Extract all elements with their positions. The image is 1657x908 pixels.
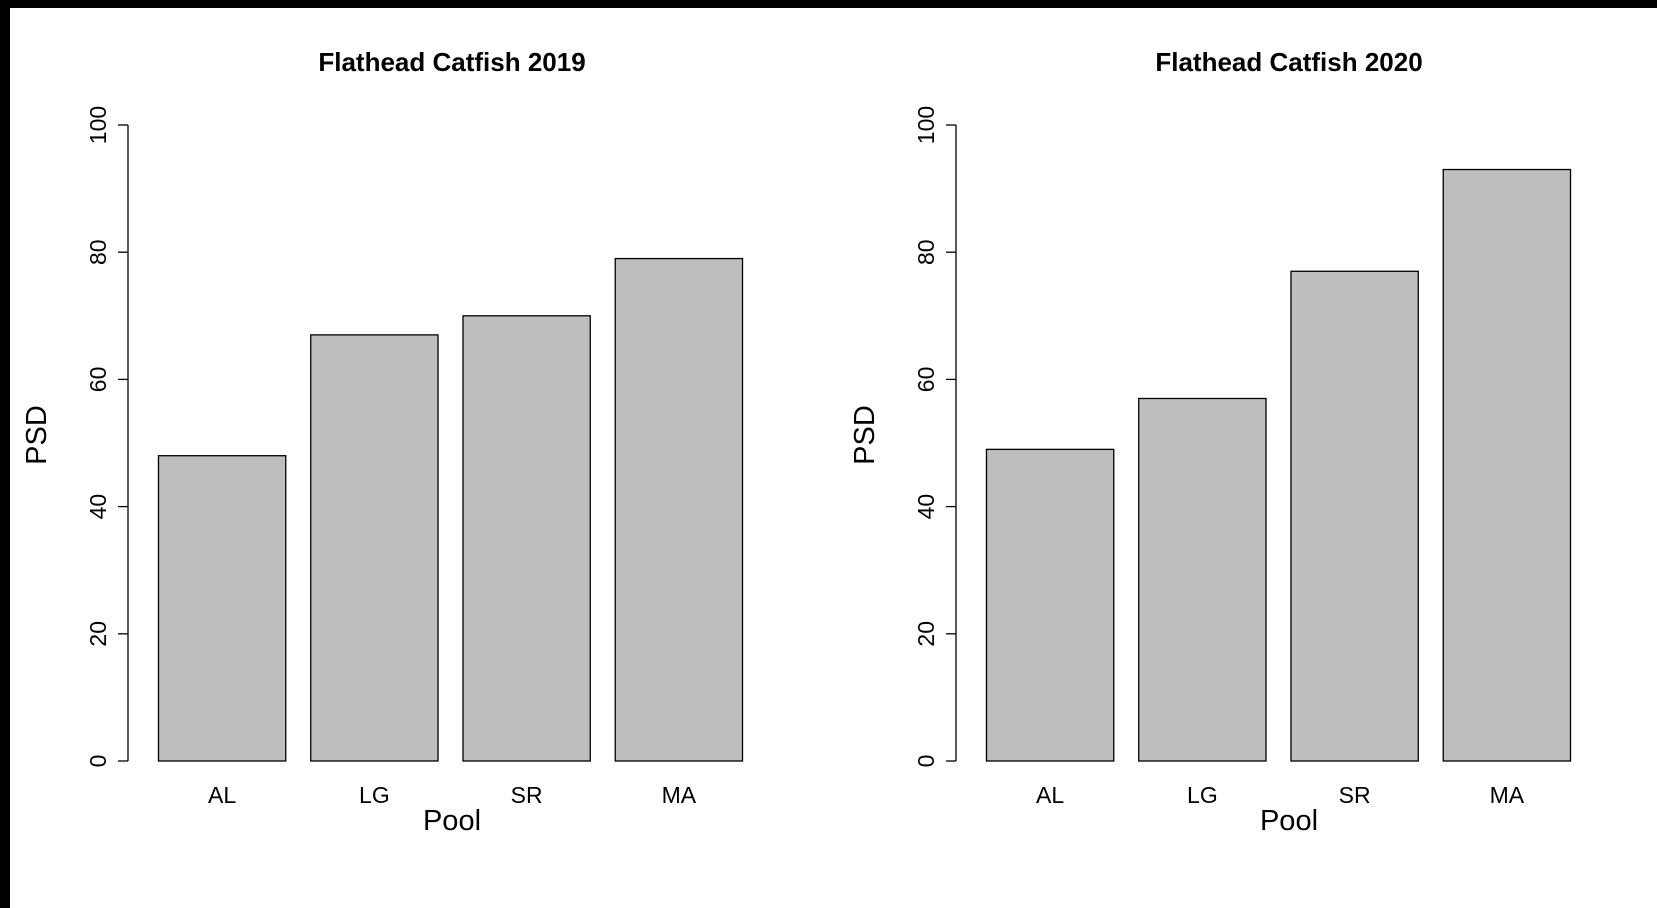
y-tick-label: 100 [913,106,939,144]
x-category-label: LG [1187,782,1218,808]
bar-lg [1138,397,1267,762]
y-tick-label: 80 [913,239,939,265]
y-axis-label: PSD [849,405,881,465]
x-axis-label: Pool [423,805,481,837]
bars [985,168,1572,762]
y-axis-label: PSD [21,405,53,465]
x-category-label: SR [1339,782,1371,808]
x-axis-categories: AL LG SR MA [1036,782,1525,808]
y-tick-label: 60 [913,367,939,393]
x-axis-label: Pool [1260,805,1318,837]
y-axis: 0 20 40 60 80 100 [85,106,129,768]
bar-al [157,455,287,762]
x-category-label: AL [208,782,236,808]
y-tick-label: 40 [85,494,111,520]
bar-sr [462,315,591,762]
bar-ma [614,257,744,762]
x-category-label: MA [662,782,697,808]
x-category-label: LG [359,782,390,808]
plot-canvas: Flathead Catfish 2019 Pool PSD 0 20 40 60 80… [10,8,1657,908]
bars [157,257,744,762]
x-axis-categories: AL LG SR MA [208,782,697,808]
y-tick-label: 0 [85,755,111,768]
bar-al [985,448,1115,762]
bar-lg [310,334,439,762]
y-tick-label: 20 [913,621,939,647]
x-category-label: MA [1490,782,1525,808]
y-axis: 0 20 40 60 80 100 [913,106,957,768]
x-category-label: AL [1036,782,1064,808]
y-tick-label: 20 [85,621,111,647]
chart-title: Flathead Catfish 2020 [1155,47,1422,77]
y-tick-label: 40 [913,494,939,520]
chart-figure: Flathead Catfish 2019 Pool PSD 0 20 40 60 80… [21,47,1572,837]
chart-panel-2019: Flathead Catfish 2019 Pool PSD 0 20 40 60 80… [21,47,744,837]
y-tick-label: 80 [85,239,111,265]
x-category-label: SR [511,782,543,808]
bar-sr [1290,270,1419,762]
y-tick-label: 100 [85,106,111,144]
y-tick-label: 0 [913,755,939,768]
chart-title: Flathead Catfish 2019 [318,47,585,77]
chart-panel-2020: Flathead Catfish 2020 Pool PSD 0 20 40 60 80… [849,47,1572,837]
bar-ma [1442,168,1572,762]
y-tick-label: 60 [85,367,111,393]
